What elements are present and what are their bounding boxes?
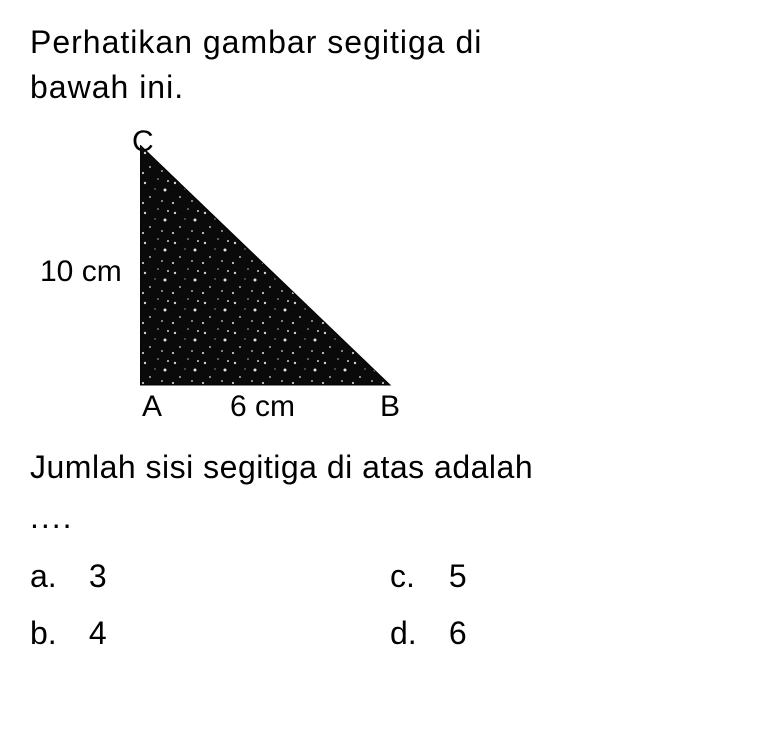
options-row-1: a. 3 c. 5 (30, 551, 745, 602)
side-label-left: 10 cm (40, 255, 122, 289)
option-a: a. 3 (30, 551, 390, 602)
vertex-label-a: A (142, 390, 162, 424)
option-b: b. 4 (30, 608, 390, 659)
option-b-value: 4 (89, 608, 107, 659)
option-a-letter: a. (30, 551, 80, 602)
option-c: c. 5 (390, 551, 467, 602)
triangle-shape (140, 145, 400, 395)
option-d: d. 6 (390, 608, 467, 659)
answer-options: a. 3 c. 5 b. 4 d. 6 (30, 551, 745, 658)
instruction-line-2: bawah ini. (30, 69, 184, 105)
question-dots: .... (30, 499, 745, 536)
instruction-line-1: Perhatikan gambar segitiga di (30, 24, 482, 60)
question-instruction: Perhatikan gambar segitiga di bawah ini. (30, 20, 745, 110)
vertex-label-b: B (380, 390, 400, 424)
question-prompt: Jumlah sisi segitiga di atas adalah (30, 445, 745, 490)
option-c-letter: c. (390, 551, 440, 602)
option-a-value: 3 (89, 551, 107, 602)
side-label-bottom: 6 cm (230, 390, 295, 424)
option-c-value: 5 (449, 551, 467, 602)
option-d-value: 6 (449, 608, 467, 659)
options-row-2: b. 4 d. 6 (30, 608, 745, 659)
option-d-letter: d. (390, 608, 440, 659)
triangle-diagram: C 10 cm A 6 cm B (30, 125, 430, 425)
triangle-polygon (140, 145, 390, 385)
option-b-letter: b. (30, 608, 80, 659)
